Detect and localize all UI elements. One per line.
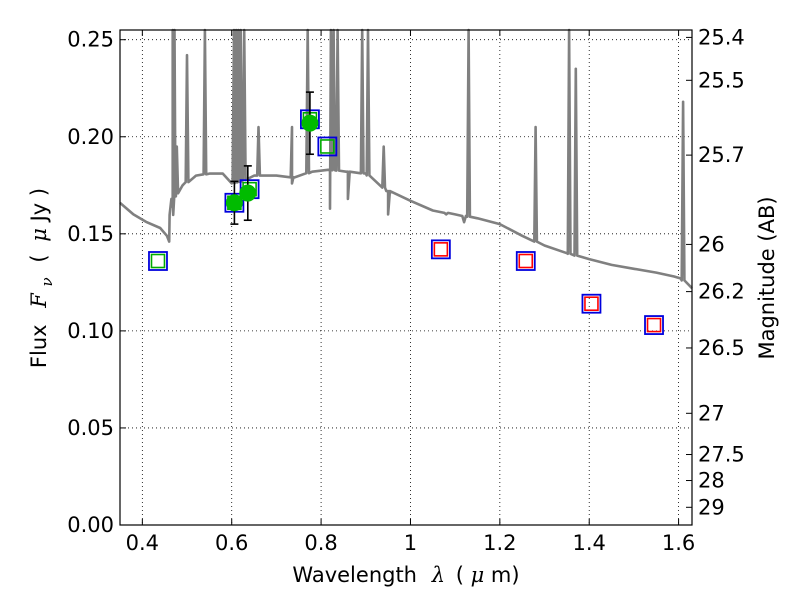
y2-tick-label: 26 <box>698 232 725 256</box>
model_red-marker <box>518 253 534 269</box>
model_green-marker <box>150 253 166 269</box>
spectrum-line <box>119 28 693 290</box>
model-blue-marker <box>148 251 168 271</box>
photometry-markers <box>148 91 664 335</box>
y-axis-unit-rest: Jy ) <box>27 188 51 224</box>
axis-ticks: 0.4 0.6 0.8 1 1.2 1.4 1.6 0.00 0.05 0.10 0.15 0.20 0… <box>67 25 745 555</box>
model-blue-marker <box>317 136 338 157</box>
model_red-marker <box>433 242 449 257</box>
observed-point <box>225 194 243 212</box>
x-axis-unit-rest: m) <box>491 563 520 587</box>
x-axis-title: Wavelength λ ( μ m) <box>292 563 519 587</box>
y2-tick-label: 29 <box>698 495 725 519</box>
plot-frame <box>119 29 693 526</box>
model_red-marker <box>584 296 599 312</box>
y-axis-unit-open: ( <box>27 254 51 262</box>
y2-tick-label: 25.5 <box>698 68 745 92</box>
y-axis-symbol: F <box>27 292 51 309</box>
x-axis-label: Wavelength <box>292 563 417 587</box>
x-axis-unit-open: ( <box>456 563 464 587</box>
template-spectrum <box>119 28 693 290</box>
y2-tick-label: 26.5 <box>698 336 745 360</box>
model-blue-marker <box>581 293 602 314</box>
y-tick-label: 0.20 <box>67 125 114 149</box>
x-tick-label: 0.4 <box>126 531 159 555</box>
model-blue-marker <box>644 315 664 335</box>
y2-axis-title: Magnitude (AB) <box>755 196 779 359</box>
x-tick-label: 0.6 <box>215 531 248 555</box>
model-blue-marker <box>430 239 451 260</box>
x-tick-label: 1.6 <box>662 531 695 555</box>
observed-point <box>239 184 257 202</box>
model_green-marker <box>320 139 335 154</box>
y-tick-label: 0.15 <box>67 222 114 246</box>
observed-point <box>301 114 319 132</box>
x-tick-label: 1.4 <box>573 531 606 555</box>
y-axis-unit-mu: μ <box>27 228 51 242</box>
y-axis-title: Flux F ν ( μ Jy ) <box>27 188 57 368</box>
y2-tick-label: 27.5 <box>698 443 745 467</box>
y-tick-label: 0.05 <box>67 416 114 440</box>
y-tick-label: 0.25 <box>67 28 114 52</box>
y-axis-subscript: ν <box>38 277 56 286</box>
x-tick-label: 0.8 <box>304 531 337 555</box>
y-tick-label: 0.00 <box>67 513 114 537</box>
y2-tick-label: 27 <box>698 401 725 425</box>
y2-tick-label: 25.7 <box>698 143 745 167</box>
model_red-marker <box>646 317 662 333</box>
x-tick-label: 1 <box>404 531 417 555</box>
y-tick-label: 0.10 <box>67 319 114 343</box>
x-tick-label: 1.2 <box>483 531 516 555</box>
x-axis-symbol: λ <box>431 563 445 587</box>
y2-tick-label: 26.2 <box>698 280 745 304</box>
model-blue-marker <box>515 251 536 271</box>
y2-tick-label: 25.4 <box>698 25 745 49</box>
x-axis-unit-mu: μ <box>471 563 485 587</box>
y-axis-label: Flux <box>27 324 51 368</box>
y2-tick-label: 28 <box>698 469 725 493</box>
